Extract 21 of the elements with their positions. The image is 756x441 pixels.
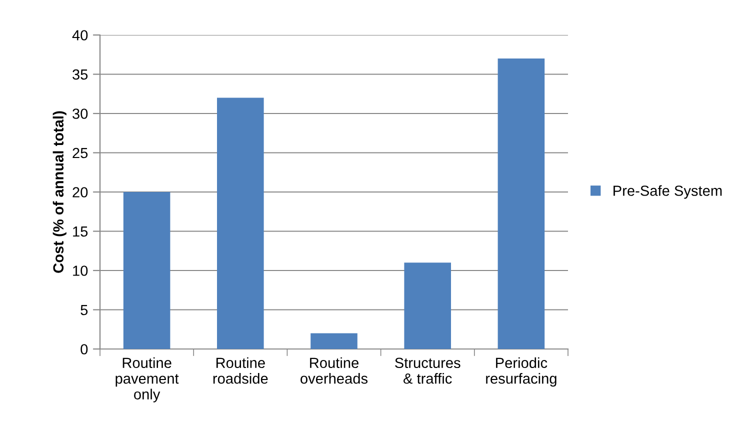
x-tick-label: Routine overheads xyxy=(300,357,368,384)
y-tick-label: 40 xyxy=(72,30,88,40)
y-tick-label: 35 xyxy=(72,69,88,80)
y-tick-label: 15 xyxy=(73,226,88,237)
bar xyxy=(217,98,264,349)
bar xyxy=(310,333,358,349)
x-tick-label: Routine roadside xyxy=(213,357,268,384)
legend-label: Pre-Safe System xyxy=(614,185,722,199)
bar xyxy=(498,58,545,349)
x-tick-label: Structures & traffic xyxy=(395,358,460,384)
x-tick-label: Routine pavement only xyxy=(116,357,179,402)
y-tick-label: 30 xyxy=(72,108,88,119)
y-tick-label: 5 xyxy=(80,305,88,316)
y-tick-label: 0 xyxy=(80,344,88,354)
bar xyxy=(123,192,170,349)
y-tick-label: 10 xyxy=(73,266,88,276)
y-tick-label: 20 xyxy=(72,187,88,198)
y-tick-label: 25 xyxy=(72,148,88,158)
x-tick-label: Periodic resurfacing xyxy=(486,357,556,387)
y-axis-title: Cost (% of annual total) xyxy=(52,111,66,273)
bar xyxy=(404,262,451,349)
